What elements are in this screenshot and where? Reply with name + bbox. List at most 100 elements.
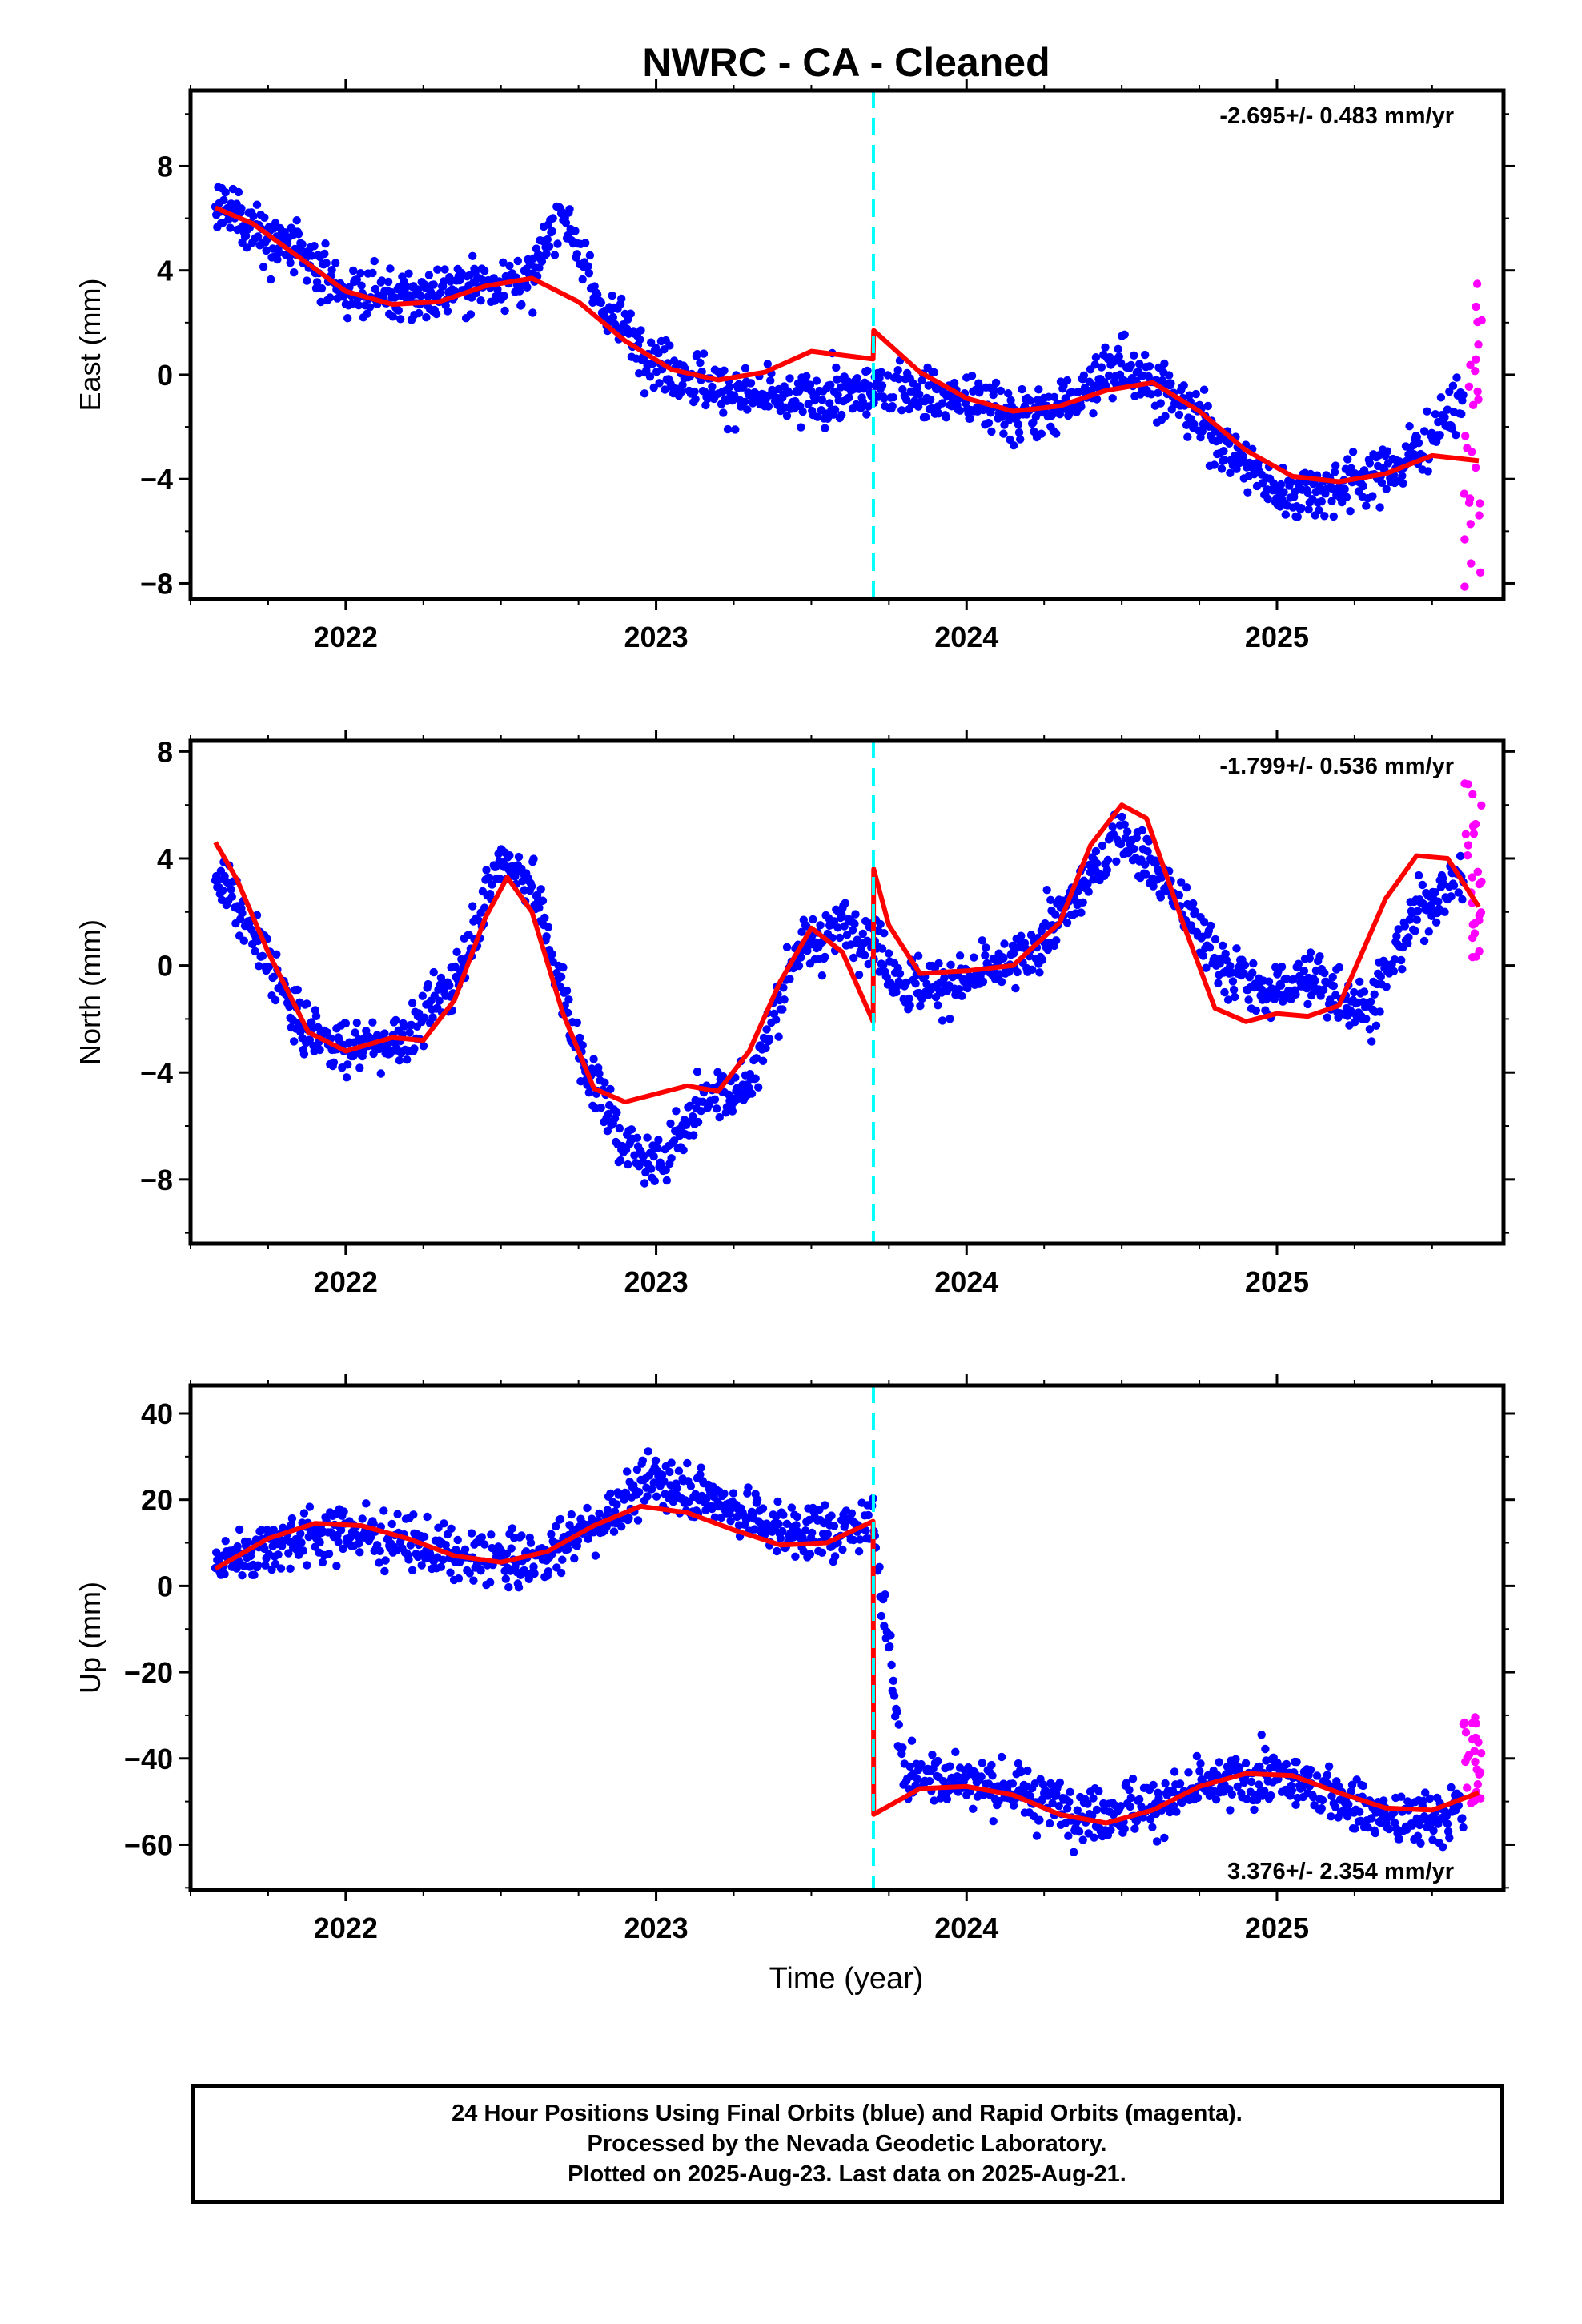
final-orbit-point bbox=[326, 293, 335, 302]
final-orbit-point bbox=[1035, 968, 1044, 977]
final-orbit-point bbox=[996, 386, 1006, 396]
final-orbit-point bbox=[633, 1516, 643, 1525]
y-tick-label: −8 bbox=[140, 1164, 173, 1196]
final-orbit-point bbox=[488, 880, 496, 889]
final-orbit-point bbox=[1074, 1827, 1084, 1836]
final-orbit-point bbox=[889, 1676, 898, 1685]
plot-frame bbox=[188, 1383, 1506, 1892]
final-orbit-point bbox=[817, 971, 827, 980]
plot-area bbox=[211, 1385, 1486, 1890]
final-orbit-point bbox=[1350, 987, 1359, 997]
final-orbit-point bbox=[1195, 1767, 1204, 1775]
rapid-orbit-point bbox=[1466, 360, 1475, 369]
final-orbit-point bbox=[1352, 1775, 1361, 1784]
final-orbit-point bbox=[243, 1538, 252, 1546]
final-orbit-point bbox=[227, 885, 235, 894]
final-orbit-point bbox=[375, 1558, 383, 1567]
final-orbit-point bbox=[357, 281, 366, 290]
final-orbit-point bbox=[320, 249, 329, 259]
final-orbit-point bbox=[942, 413, 951, 422]
rapid-orbit-point bbox=[1467, 1799, 1476, 1807]
x-tick-label: 2024 bbox=[934, 1265, 998, 1298]
chart-title: NWRC - CA - Cleaned bbox=[642, 40, 1050, 85]
final-orbit-point bbox=[762, 1025, 771, 1034]
final-orbit-point bbox=[782, 943, 792, 952]
final-orbit-point bbox=[987, 427, 996, 436]
final-orbit-point bbox=[693, 350, 702, 359]
final-orbit-point bbox=[999, 954, 1008, 963]
final-orbit-point bbox=[939, 1777, 948, 1786]
final-orbit-point bbox=[1306, 948, 1315, 957]
final-orbit-point bbox=[286, 259, 295, 267]
rapid-orbit-point bbox=[1468, 1719, 1477, 1727]
final-orbit-point bbox=[604, 1109, 613, 1119]
final-orbit-point bbox=[1193, 1793, 1203, 1803]
final-orbit-point bbox=[1389, 967, 1399, 976]
final-orbit-point bbox=[797, 927, 806, 936]
final-orbit-point bbox=[885, 1642, 894, 1651]
final-orbit-point bbox=[1192, 1751, 1202, 1761]
rapid-orbit-point bbox=[1473, 387, 1482, 396]
final-orbit-point bbox=[894, 1720, 904, 1729]
final-orbit-point bbox=[632, 1465, 642, 1474]
final-orbit-point bbox=[1078, 898, 1087, 907]
final-orbit-point bbox=[595, 1509, 604, 1518]
final-orbit-point bbox=[686, 1482, 696, 1490]
final-orbit-point bbox=[1312, 1771, 1322, 1780]
final-orbit-point bbox=[1000, 939, 1009, 948]
final-orbit-point bbox=[1395, 457, 1404, 466]
final-orbit-point bbox=[347, 300, 357, 308]
final-orbit-point bbox=[334, 1538, 343, 1546]
final-orbit-point bbox=[1132, 1817, 1142, 1826]
final-orbit-point bbox=[643, 1133, 652, 1142]
final-orbit-point bbox=[764, 402, 773, 411]
rapid-orbit-point bbox=[1464, 841, 1473, 850]
final-orbit-point bbox=[296, 1529, 305, 1538]
final-orbit-point bbox=[1123, 827, 1132, 836]
final-orbit-point bbox=[928, 1751, 937, 1759]
final-orbit-point bbox=[854, 971, 864, 979]
final-orbit-point bbox=[612, 1108, 621, 1117]
final-orbit-point bbox=[315, 1045, 324, 1055]
plot-area bbox=[211, 741, 1486, 1244]
final-orbit-point bbox=[877, 944, 887, 953]
x-tick-label: 2022 bbox=[314, 1265, 378, 1298]
final-orbit-point bbox=[708, 1504, 717, 1514]
final-orbit-point bbox=[1210, 460, 1219, 469]
final-orbit-point bbox=[894, 375, 904, 384]
final-orbit-point bbox=[612, 1500, 621, 1509]
final-orbit-point bbox=[559, 963, 568, 972]
final-orbit-point bbox=[967, 372, 977, 380]
final-orbit-point bbox=[1092, 395, 1102, 404]
final-orbit-point bbox=[1184, 1768, 1193, 1777]
final-orbit-point bbox=[661, 385, 669, 394]
final-orbit-point bbox=[1413, 1831, 1423, 1840]
velocity-rate-label: 3.376+/- 2.354 mm/yr bbox=[1227, 1859, 1454, 1884]
final-orbit-point bbox=[827, 1511, 836, 1520]
final-orbit-point bbox=[564, 1545, 572, 1554]
final-orbit-point bbox=[1247, 1777, 1256, 1787]
final-orbit-point bbox=[1367, 1037, 1376, 1046]
final-orbit-point bbox=[1170, 1767, 1179, 1776]
rapid-orbit-point bbox=[1477, 316, 1486, 325]
final-orbit-point bbox=[655, 379, 664, 388]
final-orbit-point bbox=[405, 1028, 414, 1037]
footer-line-dates: Plotted on 2025-Aug-23. Last data on 202… bbox=[568, 2161, 1126, 2187]
final-orbit-point bbox=[785, 975, 794, 983]
final-orbit-point bbox=[954, 985, 964, 994]
final-orbit-point bbox=[513, 256, 522, 266]
final-orbit-point bbox=[979, 1791, 989, 1799]
final-orbit-point bbox=[327, 266, 336, 275]
final-orbit-point bbox=[1190, 420, 1199, 428]
final-orbit-point bbox=[1183, 432, 1192, 441]
final-orbit-point bbox=[838, 1545, 847, 1554]
final-orbit-point bbox=[368, 268, 377, 278]
final-orbit-point bbox=[468, 251, 477, 260]
final-orbit-point bbox=[1035, 1815, 1044, 1824]
final-orbit-point bbox=[1135, 1795, 1144, 1804]
final-orbit-point bbox=[466, 310, 476, 319]
final-orbit-point bbox=[269, 1526, 278, 1534]
final-orbit-point bbox=[233, 1542, 242, 1551]
final-orbit-point bbox=[589, 1055, 598, 1063]
final-orbit-point bbox=[1403, 939, 1412, 948]
